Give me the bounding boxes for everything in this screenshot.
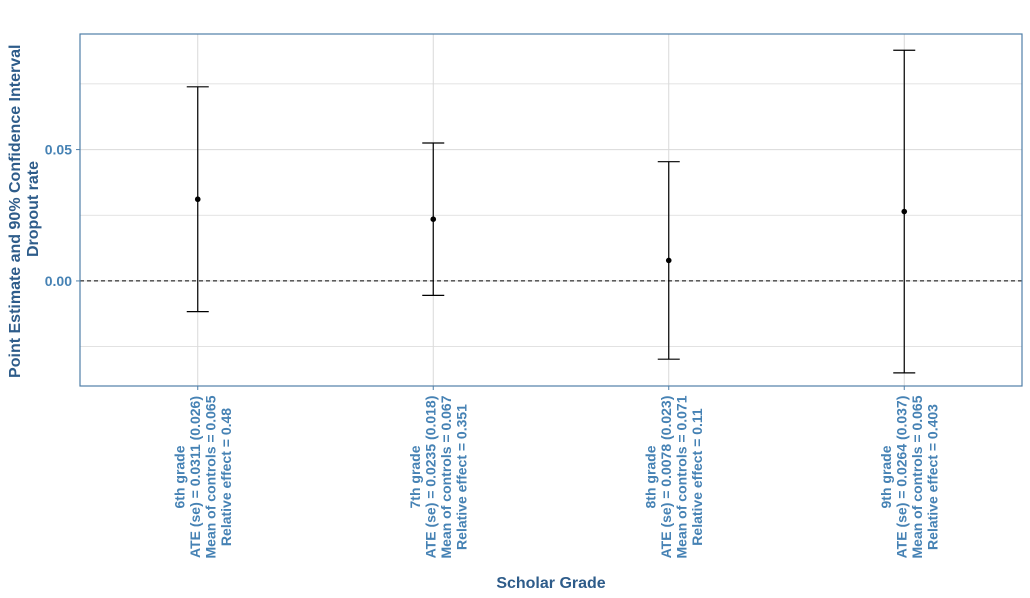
x-tick-label-line-1: 6th grade [172,445,188,508]
y-axis: 0.00 0.05 [45,142,80,289]
x-tick-label-3: 8th gradeATE (se) = 0.0078 (0.023)Mean o… [643,395,706,558]
y-tick-label-1: 0.05 [45,142,72,158]
point-estimate [430,216,437,222]
errorbar-1 [186,86,209,313]
x-tick-label-line-2: ATE (se) = 0.0078 (0.023) [658,396,674,559]
point-estimate [901,208,908,215]
y-axis-title: Point Estimate and 90% Confidence Interv… [7,40,42,378]
x-tick-label-line-4: Relative effect = 0.11 [689,408,705,546]
x-tick-label-line-1: 9th grade [878,445,894,508]
x-axis: 6th gradeATE (se) = 0.0311 (0.026)Mean o… [172,386,941,559]
point-estimate [194,196,201,203]
errorbar-4 [893,49,916,374]
x-tick-label-line-1: 7th grade [407,445,423,508]
x-tick-label-line-3: Mean of controls = 0.065 [909,395,925,558]
x-tick-label-line-4: Relative effect = 0.48 [218,408,234,546]
marks-layer [186,49,916,374]
panel-border [79,33,1023,387]
x-tick-label-4: 9th gradeATE (se) = 0.0264 (0.037)Mean o… [878,395,941,558]
x-tick-label-line-4: Relative effect = 0.403 [925,404,941,550]
x-tick-label-1: 6th gradeATE (se) = 0.0311 (0.026)Mean o… [172,395,235,558]
x-tick-label-line-3: Mean of controls = 0.065 [203,395,219,558]
x-tick-label-line-4: Relative effect = 0.351 [454,404,470,550]
x-tick-label-line-2: ATE (se) = 0.0311 (0.026) [187,396,203,558]
x-tick-label-2: 7th gradeATE (se) = 0.0235 (0.018)Mean o… [407,395,470,558]
y-axis-title-line-1: Point Estimate and 90% Confidence Interv… [7,45,24,378]
y-axis-title-line-2: Dropout rate [25,161,42,257]
x-tick-label-line-1: 8th grade [643,445,659,508]
x-tick-label-line-2: ATE (se) = 0.0264 (0.037) [894,396,910,559]
x-tick-label-line-2: ATE (se) = 0.0235 (0.018) [423,396,439,559]
x-tick-label-line-3: Mean of controls = 0.067 [438,395,454,558]
point-estimate [665,257,672,264]
y-tick-label-0: 0.00 [45,273,72,289]
x-tick-label-line-3: Mean of controls = 0.071 [674,395,690,558]
x-axis-title: Scholar Grade [496,575,605,592]
errorbar-2 [422,142,445,296]
errorbar-3 [657,161,680,360]
